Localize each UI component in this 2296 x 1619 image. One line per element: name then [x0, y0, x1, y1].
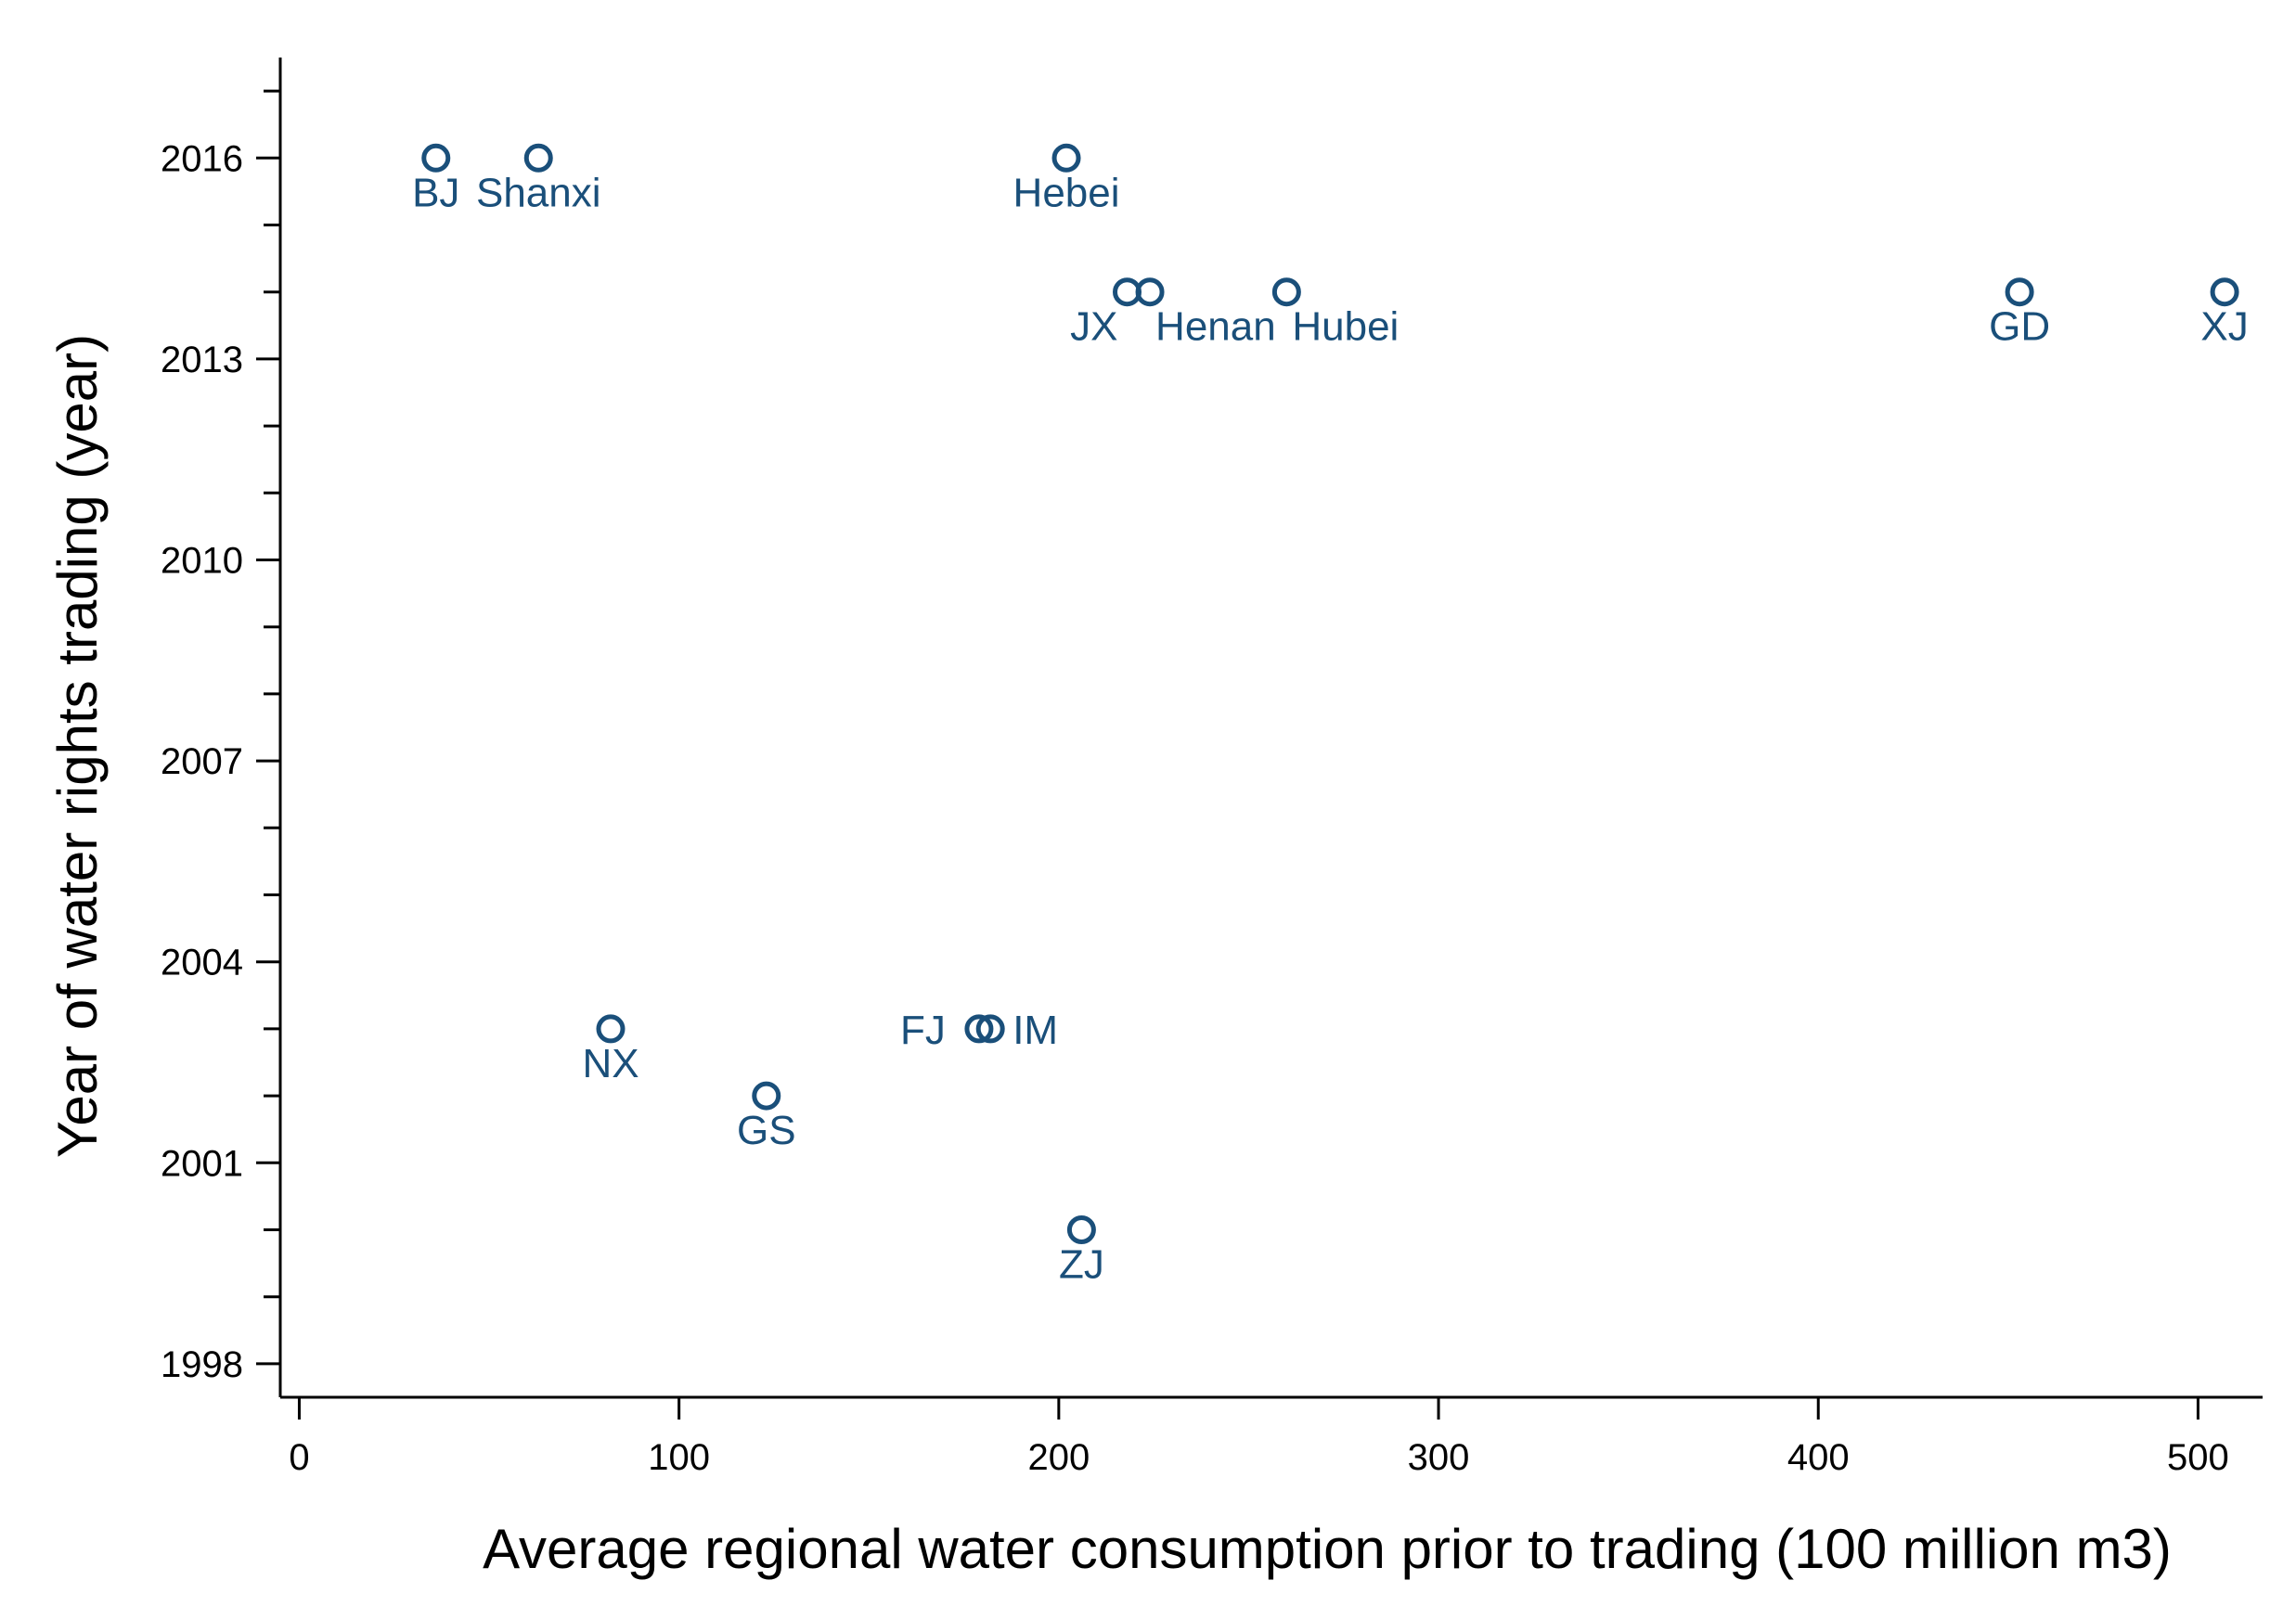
point-marker	[1066, 1215, 1096, 1244]
y-tick-label: 2007	[161, 741, 243, 782]
point-label: FJ	[900, 1008, 946, 1053]
y-ticks: 1998 2001 2004 2007 2010 2013 2016	[161, 89, 280, 1385]
scatter-point-nx: NX	[582, 1014, 639, 1086]
point-label: Henan	[1155, 304, 1276, 350]
scatter-point-hubei: Hubei	[1271, 277, 1399, 350]
point-label: BJ	[412, 170, 459, 215]
x-axis-title: Average regional water consumption prior…	[483, 1518, 2172, 1580]
point-label: IM	[1013, 1008, 1058, 1053]
x-tick-label: 500	[2167, 1437, 2229, 1478]
y-tick-label: 2010	[161, 541, 243, 582]
data-points: BJ Shanxi Hebei JX Henan Hubei GD XJ NX FJ IM GS ZJ	[412, 143, 2249, 1288]
scatter-point-im: IM	[975, 1008, 1058, 1053]
point-label: GS	[737, 1108, 796, 1153]
point-label: NX	[582, 1041, 638, 1086]
x-ticks: 0 100 200 300 400 500	[289, 1397, 2229, 1478]
x-tick-label: 0	[289, 1437, 309, 1478]
point-marker	[421, 143, 451, 173]
y-tick-label: 2016	[161, 138, 243, 179]
point-marker	[975, 1014, 1005, 1044]
y-axis-title: Year of water rights trading (year)	[46, 334, 109, 1158]
point-marker	[1051, 143, 1081, 173]
point-marker	[2210, 277, 2239, 307]
y-tick-label: 2013	[161, 340, 243, 380]
point-marker	[1271, 277, 1301, 307]
point-label: XJ	[2200, 304, 2248, 350]
y-tick-label: 2001	[161, 1143, 243, 1184]
point-marker	[752, 1081, 781, 1111]
point-marker	[523, 143, 553, 173]
scatter-point-gs: GS	[737, 1081, 796, 1153]
scatter-point-shanxi: Shanxi	[476, 143, 601, 215]
scatter-point-henan: Henan	[1135, 277, 1276, 350]
scatter-point-jx: JX	[1070, 277, 1142, 350]
point-marker	[964, 1014, 994, 1044]
point-marker	[1135, 277, 1165, 307]
point-label: GD	[1989, 304, 2050, 350]
point-label: JX	[1070, 304, 1117, 350]
x-tick-label: 300	[1408, 1437, 1470, 1478]
axes	[278, 58, 2263, 1399]
point-label: Hebei	[1013, 170, 1120, 215]
point-label: Hubei	[1292, 304, 1399, 350]
scatter-point-zj: ZJ	[1059, 1215, 1104, 1288]
point-marker	[596, 1014, 626, 1044]
point-label: ZJ	[1059, 1242, 1104, 1288]
y-tick-label: 1998	[161, 1344, 243, 1385]
scatter-point-gd: GD	[1989, 277, 2050, 350]
scatter-point-fj: FJ	[900, 1008, 994, 1053]
x-tick-label: 100	[648, 1437, 710, 1478]
x-tick-label: 400	[1787, 1437, 1850, 1478]
scatter-point-xj: XJ	[2200, 277, 2249, 350]
scatter-point-hebei: Hebei	[1013, 143, 1120, 215]
point-label: Shanxi	[476, 170, 601, 215]
point-marker	[2005, 277, 2034, 307]
x-tick-label: 200	[1027, 1437, 1090, 1478]
y-tick-label: 2004	[161, 943, 243, 983]
scatter-point-bj: BJ	[412, 143, 459, 215]
